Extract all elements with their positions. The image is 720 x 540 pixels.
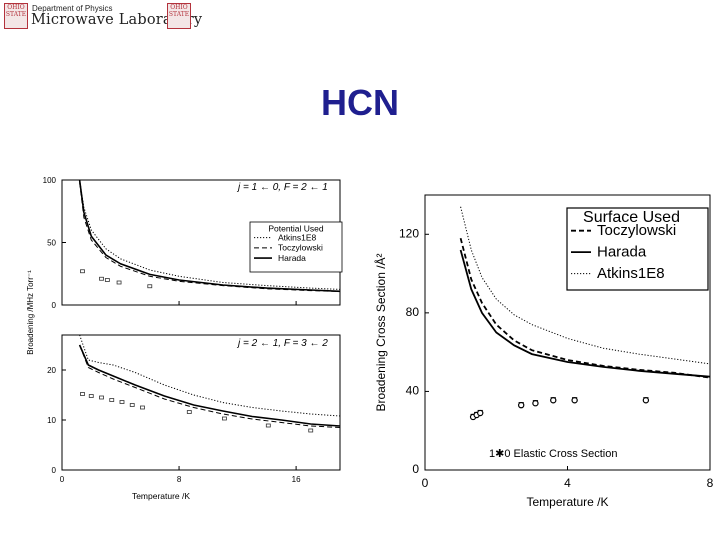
experimental-point <box>147 284 153 289</box>
experimental-point <box>129 403 135 407</box>
experimental-point <box>99 276 104 281</box>
y-tick-label: 0 <box>52 466 57 475</box>
series-line-harada <box>459 249 711 378</box>
legend-entry: Atkins1E8 <box>278 233 317 243</box>
experimental-point <box>80 392 85 396</box>
experimental-point <box>222 416 227 421</box>
y-tick-label: 120 <box>399 226 419 240</box>
series-line-toczylowski <box>459 237 711 379</box>
y-tick-label: 10 <box>47 416 56 425</box>
experimental-point <box>265 423 271 428</box>
experimental-point <box>99 395 104 400</box>
series-line-harada <box>78 344 341 427</box>
transition-label-left-top: j = 1 ← 0, F = 2 ← 1 <box>236 182 328 193</box>
y-tick-label: 0 <box>52 301 57 310</box>
series-line-harada <box>78 179 341 293</box>
legend-entry: Toczylowski <box>278 243 323 253</box>
x-tick-label: 8 <box>177 475 182 484</box>
department-label: Department of Physics <box>32 4 113 13</box>
y-tick-label: 40 <box>406 383 420 397</box>
experimental-point <box>119 400 125 404</box>
slide-title: HCN <box>321 82 399 123</box>
series-line-atkins1e8 <box>79 334 341 417</box>
experimental-point <box>80 269 85 274</box>
x-tick-label: 4 <box>564 476 571 490</box>
legend-title: Potential Used <box>268 224 324 234</box>
legend-box <box>249 221 343 273</box>
lab-name: Microwave Laboratory <box>31 12 203 28</box>
experimental-point <box>550 397 557 404</box>
x-tick-label: 0 <box>60 475 65 484</box>
y-tick-label: 80 <box>406 305 420 319</box>
transition-label-left-bottom: j = 2 ← 1, F = 3 ← 2 <box>236 338 328 349</box>
legend-entry: Atkins1E8 <box>597 265 665 282</box>
legend-entry: Harada <box>278 253 306 263</box>
experimental-point <box>517 401 525 409</box>
x-tick-label: 16 <box>292 475 301 484</box>
y-tick-label: 100 <box>43 176 57 185</box>
y-axis-label: Broadening Cross Section /Å² <box>373 253 388 411</box>
experimental-point <box>140 405 145 410</box>
series-line-atkins1e8 <box>460 206 711 365</box>
legend-box <box>566 207 709 291</box>
experimental-point <box>109 398 115 402</box>
x-tick-label: 0 <box>422 476 429 490</box>
experimental-point <box>104 278 110 282</box>
university-seal-right: OHIO STATE <box>167 3 191 29</box>
experimental-point <box>186 410 192 414</box>
x-tick-label: 8 <box>707 476 714 490</box>
experimental-point <box>88 394 94 398</box>
legend-title: Surface Used <box>583 209 680 226</box>
experimental-point <box>116 280 122 285</box>
y-tick-label: 50 <box>47 239 56 248</box>
experimental-point <box>477 409 484 417</box>
university-seal-left: OHIO STATE <box>4 3 28 29</box>
series-line-toczylowski <box>79 344 341 428</box>
series-line-toczylowski <box>79 182 341 292</box>
lab-header: OHIO STATE Department of Physics Microwa… <box>0 0 720 40</box>
experimental-point <box>308 428 314 433</box>
experimental-point <box>642 397 650 404</box>
plot-frame-left-bottom <box>61 334 341 471</box>
legend-entry: Harada <box>597 243 647 260</box>
x-axis-label: Temperature /K <box>132 491 190 501</box>
elastic-cross-section-label: 1✱0 Elastic Cross Section <box>489 448 617 460</box>
legend-entry: Toczylowski <box>597 222 676 239</box>
y-tick-label: 20 <box>47 366 56 375</box>
y-axis-label: Broadening /MHz Torr⁻¹ <box>26 270 35 355</box>
experimental-point <box>532 400 539 407</box>
experimental-point <box>571 397 578 404</box>
x-axis-label: Temperature /K <box>526 495 608 509</box>
y-tick-label: 0 <box>412 462 419 476</box>
